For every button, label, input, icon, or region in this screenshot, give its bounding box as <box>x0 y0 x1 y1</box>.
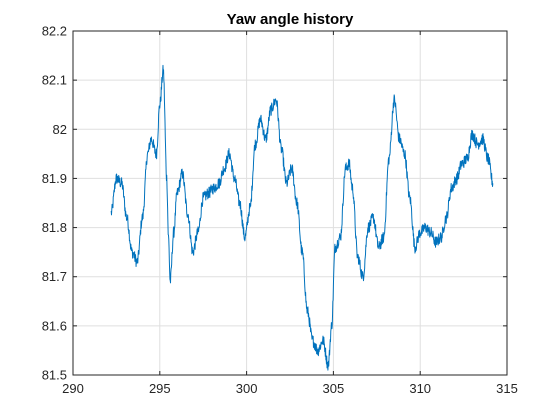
y-tick-label: 82 <box>53 122 67 137</box>
gridlines <box>73 31 507 375</box>
axes-box <box>72 30 508 376</box>
axes-area <box>73 31 507 375</box>
y-tick-label: 82.1 <box>42 73 67 88</box>
series-line-yaw <box>110 64 494 371</box>
x-tick-label: 310 <box>409 381 431 396</box>
x-tick-label: 305 <box>323 381 345 396</box>
x-tick-label: 290 <box>62 381 84 396</box>
y-tick-label: 81.5 <box>42 368 67 383</box>
x-tick-label: 295 <box>149 381 171 396</box>
y-tick-label: 81.9 <box>42 171 67 186</box>
x-tick-label: 315 <box>496 381 518 396</box>
y-tick-label: 81.7 <box>42 269 67 284</box>
y-tick-label: 81.8 <box>42 220 67 235</box>
ticks: 290 295 300 305 310 315 81.5 81.6 81.7 81.8 81.9 82… <box>42 24 518 397</box>
chart-title: Yaw angle history <box>227 11 354 28</box>
y-tick-label: 81.6 <box>42 318 67 333</box>
x-tick-label: 300 <box>236 381 258 396</box>
y-tick-label: 82.2 <box>42 24 67 39</box>
